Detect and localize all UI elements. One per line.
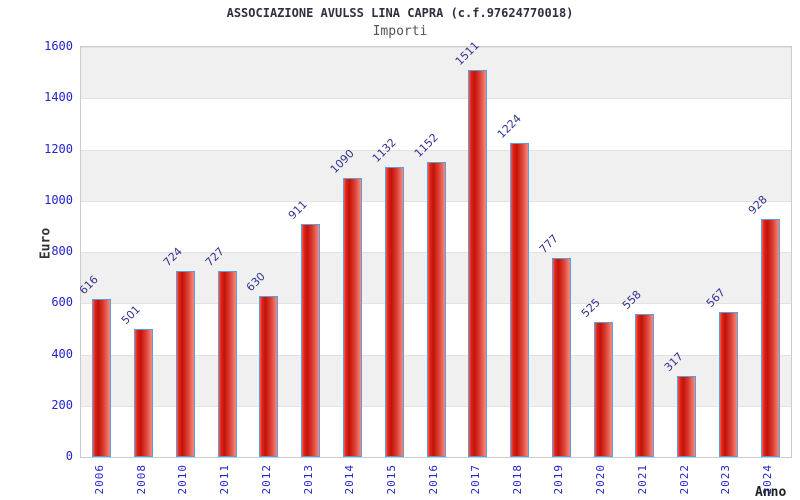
chart-plot-area: 616 501 724 727 630 911 1090 1132 1152 1511 1224 77… (77, 39, 792, 458)
x-tick-label: 2008 (134, 464, 148, 495)
bar-2016 (426, 161, 446, 457)
x-tick-label: 2012 (259, 464, 273, 495)
grid-band (81, 98, 791, 150)
bar-2006 (92, 299, 112, 457)
bar-2017 (468, 69, 488, 457)
x-tick-label: 2015 (385, 464, 399, 495)
bar-2014 (342, 177, 362, 457)
bar-2008 (134, 328, 154, 457)
y-tick-label: 1000 (44, 192, 73, 207)
bar-2023 (718, 311, 738, 457)
bar-2011 (217, 270, 237, 457)
bar-2012 (259, 295, 279, 457)
bar-2013 (301, 223, 321, 457)
y-tick-label: 200 (51, 397, 73, 412)
x-tick-label: 2014 (343, 464, 357, 495)
x-tick-label: 2017 (468, 464, 482, 495)
chart-title: ASSOCIAZIONE AVULSS LINA CAPRA (c.f.9762… (226, 6, 574, 20)
y-tick-label: 1400 (44, 90, 73, 105)
x-axis-title: Anno (755, 485, 787, 500)
y-tick-label: 1600 (44, 39, 73, 53)
y-tick-label: 800 (51, 244, 73, 258)
y-tick-label: 400 (51, 346, 73, 361)
bar-2020 (593, 322, 613, 457)
x-tick-label: 2018 (510, 464, 524, 495)
x-tick-label: 2013 (301, 464, 315, 495)
bar-2010 (175, 271, 195, 457)
x-tick-label: 2020 (594, 464, 608, 495)
y-tick-label: 600 (51, 295, 73, 310)
bar-2015 (384, 166, 404, 457)
y-tick-label: 0 (65, 449, 73, 463)
bar-2024 (760, 219, 780, 457)
x-tick-label: 2011 (218, 464, 232, 495)
x-tick-label: 2010 (176, 464, 190, 495)
bar-2018 (510, 143, 530, 457)
bar-2021 (635, 314, 655, 457)
x-tick-label: 2024 (761, 464, 775, 495)
bar-2019 (551, 257, 571, 457)
chart-subtitle: Importi (372, 24, 428, 39)
y-tick-label: 1200 (44, 141, 73, 156)
x-tick-label: 2022 (677, 464, 691, 495)
bar-2022 (677, 375, 697, 457)
x-tick-label: 2019 (552, 464, 566, 495)
grid-band (81, 47, 791, 99)
x-tick-label: 2016 (427, 464, 440, 495)
x-tick-label: 2023 (719, 464, 733, 495)
x-tick-label: 2021 (635, 464, 649, 495)
x-tick-label: 2006 (92, 464, 106, 495)
